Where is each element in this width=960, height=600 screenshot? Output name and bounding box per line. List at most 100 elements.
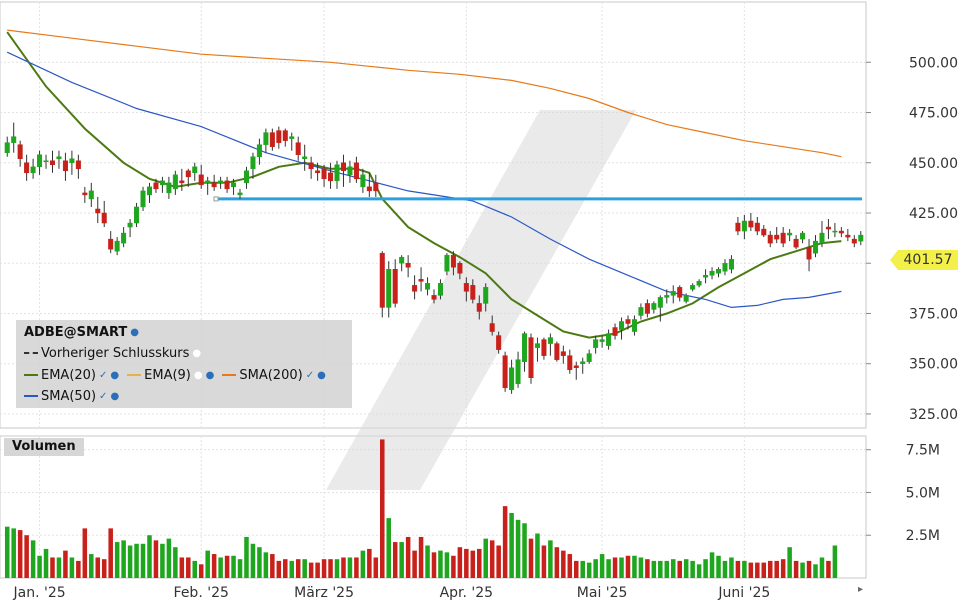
time-tick-label: Jan. '25 [12, 585, 65, 600]
legend-item-sma200[interactable]: SMA(200) ✓ ● [222, 367, 326, 383]
candle-up [250, 156, 256, 170]
volume-bar [586, 562, 592, 578]
candle-down [767, 234, 773, 244]
candle-up [56, 156, 62, 159]
candle-down [224, 180, 230, 190]
candle-down [49, 160, 56, 166]
volume-bar [140, 543, 146, 578]
volume-bar [690, 560, 695, 578]
volume-bar [354, 557, 359, 578]
volume-bar [205, 550, 210, 578]
settings-icon[interactable]: ● [205, 369, 215, 381]
candle-up [728, 258, 734, 270]
volume-bar [457, 547, 463, 578]
candle-up [140, 190, 146, 208]
volume-bar [418, 536, 424, 578]
prev-close-toggle-icon[interactable]: ● [192, 347, 202, 359]
moving-averages [6, 29, 842, 339]
candle-up [166, 182, 172, 194]
candle-down [528, 337, 534, 379]
volume-bar [367, 548, 372, 578]
candle-down [412, 285, 418, 292]
volume-bar [431, 552, 437, 578]
volume-bar [735, 560, 741, 578]
volume-bar [599, 554, 605, 578]
candle-up [832, 230, 838, 233]
volume-bar [76, 560, 81, 578]
candle-up [360, 174, 366, 188]
candle-up [146, 186, 153, 196]
candle-down [463, 283, 469, 292]
candle-down [774, 234, 780, 240]
candle-down [392, 269, 398, 304]
volume-bar [101, 559, 107, 578]
candle-down [62, 160, 68, 172]
candle-down [735, 222, 741, 232]
volume-bar [198, 564, 204, 578]
volume-bar [147, 535, 152, 578]
sma200-label: SMA(200) [239, 367, 303, 383]
settings-icon[interactable]: ● [110, 390, 120, 402]
volume-bar [173, 547, 178, 578]
volume-bar [438, 550, 443, 578]
volume-bar [302, 559, 307, 578]
sma50-label: SMA(50) [41, 388, 97, 404]
settings-icon[interactable]: ● [110, 369, 120, 381]
symbol-settings-icon[interactable]: ● [130, 326, 140, 338]
candle-down [573, 365, 579, 368]
candle-up [690, 285, 696, 290]
volume-bar [561, 550, 566, 578]
check-icon[interactable]: ✓ [99, 369, 108, 381]
horizontal-support-line[interactable] [213, 196, 862, 202]
volume-bar [683, 559, 689, 578]
support-line-handle[interactable] [213, 196, 219, 202]
candle-up [386, 269, 392, 308]
volume-bar [373, 557, 379, 578]
legend-ma-row: EMA(20) ✓ ● EMA(9) ● ● SMA(200) ✓ ● [24, 366, 334, 384]
volume-bar [63, 550, 68, 578]
candle-up [638, 307, 644, 316]
candle-up [670, 291, 676, 296]
candle-down [405, 262, 411, 268]
volume-bar [567, 554, 573, 578]
legend-item-ema20[interactable]: EMA(20) ✓ ● [24, 368, 119, 383]
candle-down [101, 212, 107, 224]
candle-up [812, 240, 819, 254]
candle-down [431, 295, 437, 300]
ema20-swatch [24, 374, 38, 376]
volume-bar [541, 545, 547, 578]
candle-up [515, 359, 521, 385]
time-tick-label: Juni '25 [717, 585, 770, 600]
check-icon[interactable]: ✓ [99, 390, 108, 402]
price-tick-label: 500.00 [909, 55, 958, 71]
volume-bar [755, 562, 760, 578]
volume-bar [729, 557, 734, 578]
scroll-right-icon[interactable]: ▸ [858, 584, 864, 595]
candle-down [198, 174, 204, 186]
legend-item-sma50[interactable]: SMA(50) ✓ ● [24, 389, 119, 404]
candle-down [612, 327, 618, 336]
volume-bar [43, 548, 49, 578]
volume-tick-label: 2.5M [906, 528, 940, 544]
candle-down [845, 234, 851, 238]
volume-bar [244, 536, 249, 578]
settings-icon[interactable]: ● [317, 369, 326, 381]
volume-bar [638, 557, 644, 578]
candle-up [586, 353, 592, 362]
candle-down [418, 279, 424, 282]
toggle-icon[interactable]: ● [193, 369, 203, 381]
candle-up [30, 166, 36, 174]
legend-item-ema9[interactable]: EMA(9) ● ● [127, 368, 214, 383]
candle-up [599, 339, 605, 342]
price-tick-label: 375.00 [909, 306, 958, 322]
volume-bar [451, 555, 456, 578]
volume-bar [69, 557, 75, 578]
volume-bar [153, 540, 159, 578]
candle-down [644, 303, 650, 314]
volume-bar [748, 562, 754, 578]
volume-bar [270, 554, 275, 578]
volume-bar [211, 554, 217, 578]
volume-bar [134, 543, 139, 578]
check-icon[interactable]: ✓ [305, 369, 315, 381]
